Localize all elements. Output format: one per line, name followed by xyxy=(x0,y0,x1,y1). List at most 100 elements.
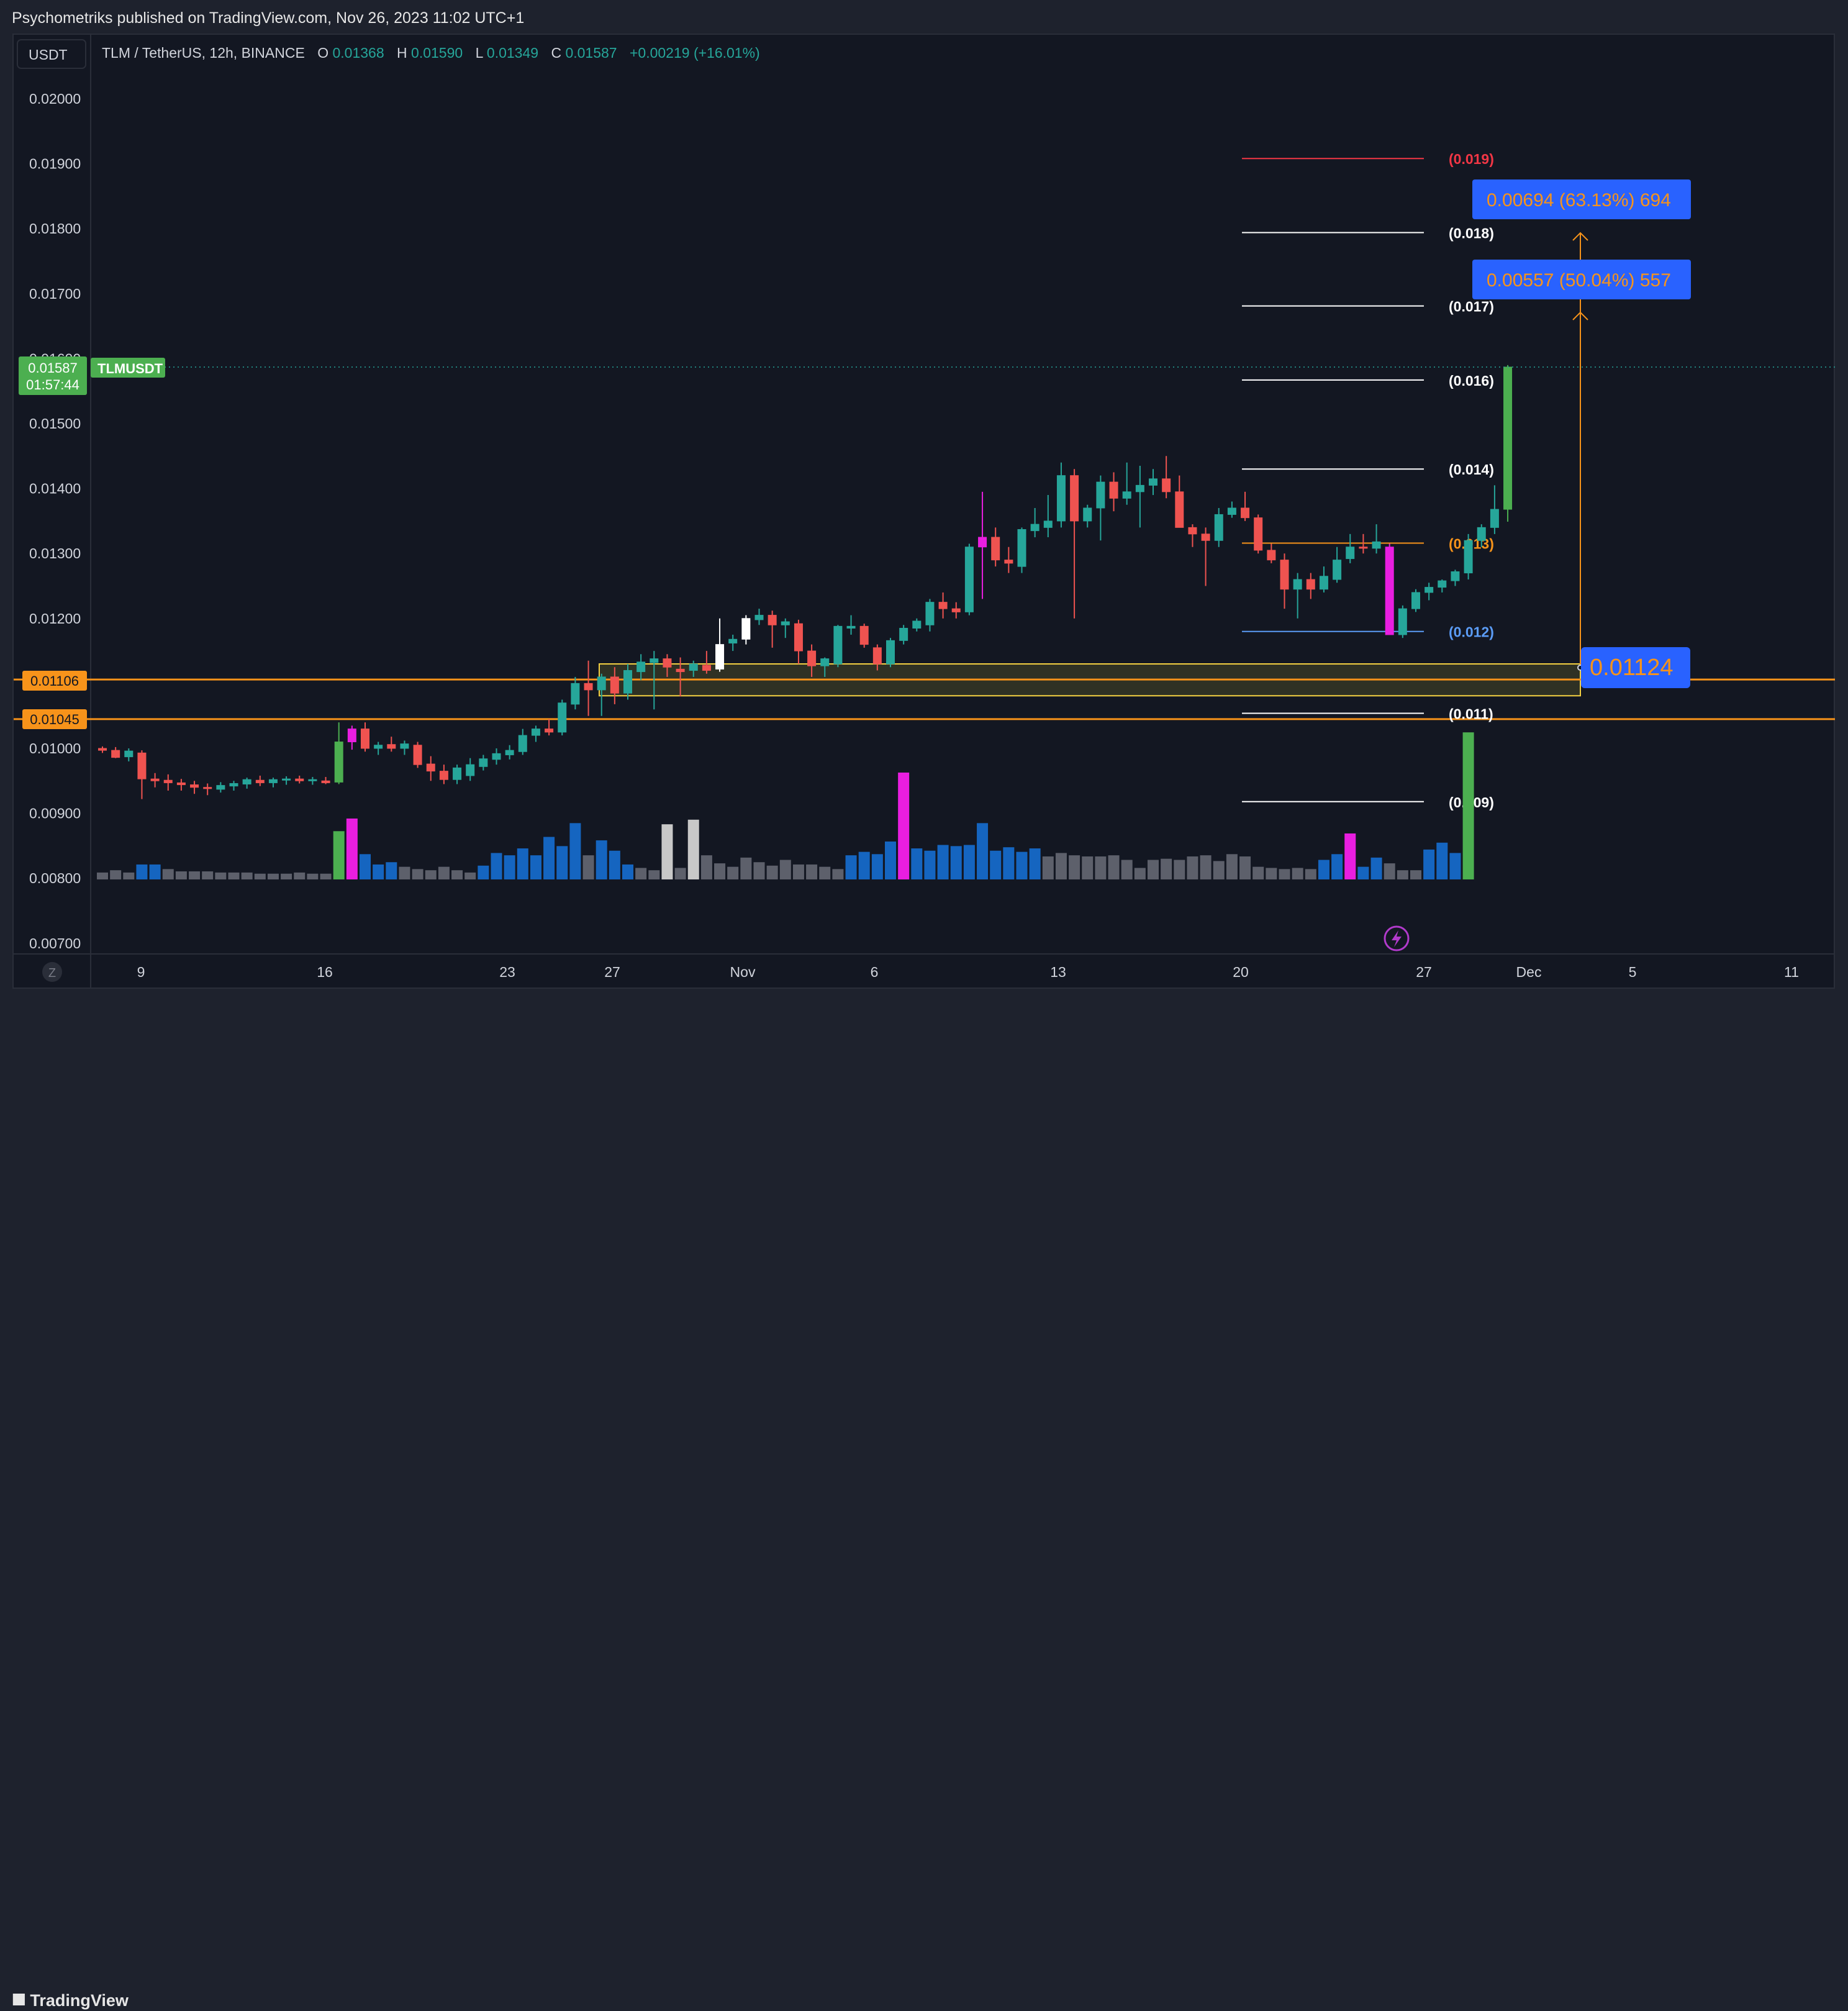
candle-body xyxy=(846,625,856,629)
price-chart[interactable]: USDT TLM / TetherUS, 12h, BINANCE O 0.01… xyxy=(0,0,1848,1032)
volume-bar xyxy=(990,850,1002,879)
measure-label-2[interactable]: 0.00557 (50.04%) 557 xyxy=(1472,260,1691,299)
candle-body xyxy=(1122,491,1131,499)
candle-body xyxy=(111,750,120,758)
volume-bar xyxy=(386,862,397,879)
volume-bar xyxy=(1213,861,1225,879)
candle-body xyxy=(216,785,225,790)
candle-body xyxy=(610,676,619,694)
volume-bar xyxy=(753,862,765,879)
tradingview-logo[interactable]: ⯀ TradingView xyxy=(12,1991,129,2011)
volume-bar xyxy=(478,865,489,879)
volume-bar xyxy=(1384,863,1395,879)
candle-body xyxy=(505,750,514,755)
volume-bar xyxy=(464,872,476,879)
candle-body xyxy=(1451,571,1460,581)
volume-bar xyxy=(635,868,647,879)
price-tick-label: 0.01300 xyxy=(29,545,81,561)
measure-tool[interactable]: 0.00694 (63.13%) 694 0.00557 (50.04%) 55… xyxy=(1472,179,1691,671)
volume-bar xyxy=(399,866,410,879)
candle-body xyxy=(282,778,291,781)
volume-bar xyxy=(714,863,726,879)
volume-bar xyxy=(1252,866,1264,879)
volume-bar xyxy=(228,872,240,879)
publish-info: Psychometriks published on TradingView.c… xyxy=(12,9,525,27)
volume-bars xyxy=(97,732,1474,879)
volume-bar xyxy=(1357,866,1369,879)
candle-body xyxy=(308,779,317,781)
volume-bar xyxy=(1239,856,1251,879)
candle-body xyxy=(479,758,488,767)
candle-body xyxy=(1096,481,1105,509)
volume-bar xyxy=(1331,854,1343,879)
last-price-tag[interactable]: 0.01587 01:57:44 TLMUSDT xyxy=(19,356,165,395)
candle-body xyxy=(1319,576,1328,590)
volume-bar xyxy=(1082,856,1094,879)
candle-body xyxy=(1056,475,1066,522)
level-tag-2[interactable]: 0.01045 xyxy=(22,709,87,729)
candle-body xyxy=(268,779,278,783)
volume-bar xyxy=(123,872,135,879)
candle-body xyxy=(1070,475,1079,522)
time-tick-label: 11 xyxy=(1784,964,1799,980)
legend-symbol: TLM / TetherUS, 12h, BINANCE xyxy=(102,45,305,61)
brand-icon: ⯀ xyxy=(12,1991,25,2010)
measure-label-1[interactable]: 0.00694 (63.13%) 694 xyxy=(1472,179,1691,219)
fib-levels[interactable]: (0.019) (0.018) (0.017) (0.016) (0.014) (0.01… xyxy=(1242,151,1494,810)
volume-bar xyxy=(622,864,633,879)
volume-bar xyxy=(241,872,253,879)
candle-body xyxy=(1477,527,1486,541)
volume-bar xyxy=(1226,854,1238,879)
volume-bar xyxy=(543,837,555,879)
lightning-icon[interactable] xyxy=(1384,925,1410,951)
legend-close: 0.01587 xyxy=(565,45,617,61)
volume-bar xyxy=(819,866,831,879)
currency-button[interactable]: USDT xyxy=(17,39,86,69)
volume-bar xyxy=(1462,732,1474,879)
volume-bar xyxy=(832,869,844,879)
measure-text-1: 0.00694 (63.13%) 694 xyxy=(1487,190,1671,211)
volume-bar xyxy=(412,869,424,879)
volume-bar xyxy=(504,855,515,879)
price-tick-label: 0.01200 xyxy=(29,611,81,627)
candle-body xyxy=(124,750,134,758)
z-button[interactable]: Z xyxy=(42,962,62,982)
volume-bar xyxy=(674,868,686,879)
volume-bar xyxy=(792,864,804,879)
candle-body xyxy=(137,752,147,779)
candle-body xyxy=(518,735,527,752)
time-tick-label: 13 xyxy=(1050,964,1066,980)
level-tag-1[interactable]: 0.01106 xyxy=(22,671,87,691)
candle-body xyxy=(689,663,698,671)
volume-bar xyxy=(740,857,752,879)
volume-bar xyxy=(136,864,148,879)
candle-body xyxy=(426,763,435,772)
horizontal-levels[interactable] xyxy=(14,678,1835,720)
candle-body xyxy=(676,668,685,673)
volume-bar xyxy=(1318,860,1329,879)
volume-bar xyxy=(425,870,437,879)
time-tick-label: 9 xyxy=(137,964,145,980)
candle-body xyxy=(1017,529,1026,567)
volume-bar xyxy=(1042,856,1054,879)
candle-body xyxy=(1227,507,1236,515)
candle-body xyxy=(439,771,448,780)
volume-bar xyxy=(530,855,541,879)
volume-bar xyxy=(582,855,594,879)
price-tick-label: 0.01800 xyxy=(29,220,81,237)
volume-bar xyxy=(806,864,818,879)
price-axis[interactable]: 0.020000.019000.018000.017000.016000.015… xyxy=(29,91,81,951)
volume-bar xyxy=(1121,860,1133,879)
volume-bar xyxy=(871,854,883,879)
volume-bar xyxy=(1410,870,1421,879)
zone-price-label[interactable]: 0.01124 xyxy=(1581,647,1690,688)
candle-body xyxy=(715,644,725,670)
volume-bar xyxy=(1266,868,1277,879)
candle-body xyxy=(872,647,882,665)
volume-bar xyxy=(1344,833,1356,879)
volume-bar xyxy=(596,840,607,879)
candle-body xyxy=(1109,481,1118,499)
candle-body xyxy=(1464,540,1473,574)
time-axis[interactable]: 9 16 23 27 Nov 6 13 20 27 Dec 5 11 xyxy=(137,964,1799,980)
publish-header: Psychometriks published on TradingView.c… xyxy=(0,0,1848,36)
